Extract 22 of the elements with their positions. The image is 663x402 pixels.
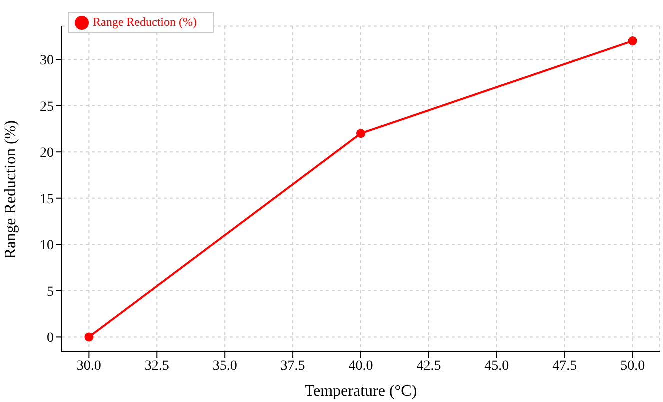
x-axis-title: Temperature (°C) (304, 383, 418, 400)
x-tick-label: 35.0 (212, 358, 238, 374)
x-tick-label: 42.5 (416, 358, 442, 374)
point (356, 129, 366, 138)
legend-label: Range Reduction (%) (93, 15, 197, 29)
y-axis-title: Range Reduction (%) (2, 120, 20, 260)
y-tick-label: 10 (40, 238, 54, 254)
x-tick-label: 30.0 (76, 358, 102, 374)
x-tick-label: 50.0 (620, 358, 646, 374)
y-tick-label: 25 (40, 100, 54, 115)
x-tick-label: 47.5 (552, 358, 578, 374)
x-tick-label: 37.5 (280, 358, 306, 374)
y-tick-label: 20 (40, 146, 54, 162)
y-tick-label: 15 (40, 192, 54, 208)
point (628, 36, 638, 46)
point (84, 332, 94, 342)
x-tick-label: 45.0 (484, 358, 510, 374)
x-tick-label: 40.0 (348, 358, 374, 374)
x-tick-label: 32.5 (144, 358, 170, 374)
y-tick-label: 5 (47, 284, 54, 300)
y-tick-label: 0 (47, 331, 54, 346)
y-tick-label: 30 (40, 54, 54, 69)
